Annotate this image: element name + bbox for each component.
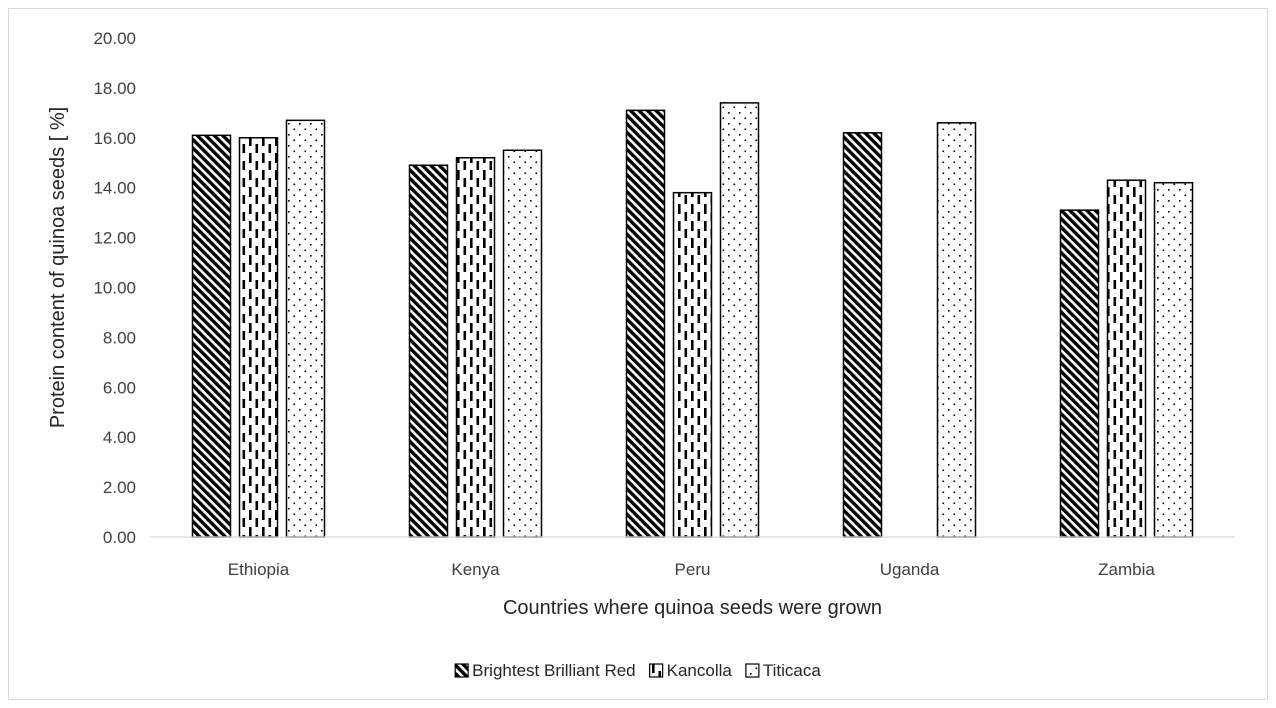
bar-ethiopia-series-1 xyxy=(191,134,232,538)
y-axis-ticks: 0.00 2.00 4.00 6.00 8.00 10.00 12.00 14.00 16.00… xyxy=(93,29,136,547)
bar-peru-series-3 xyxy=(719,102,760,538)
y-tick-label: 0.00 xyxy=(103,528,136,547)
y-tick-label: 4.00 xyxy=(103,428,136,447)
bar-peru-series-2 xyxy=(672,191,713,538)
legend: Brightest Brilliant Red Kancolla Titicaca xyxy=(454,661,821,680)
bar-kenya-series-1 xyxy=(408,164,449,538)
y-tick-label: 8.00 xyxy=(103,328,136,347)
y-tick-label: 10.00 xyxy=(93,279,136,298)
y-tick-label: 20.00 xyxy=(93,29,136,48)
x-tick-label: Zambia xyxy=(1098,560,1155,579)
y-tick-label: 2.00 xyxy=(103,478,136,497)
y-tick-label: 12.00 xyxy=(93,229,136,248)
bar-uganda-series-3 xyxy=(936,122,977,538)
bar-kenya-series-2 xyxy=(455,157,496,538)
bar-kenya-series-3 xyxy=(502,149,543,538)
x-tick-label: Peru xyxy=(675,560,711,579)
y-tick-label: 14.00 xyxy=(93,179,136,198)
x-tick-label: Ethiopia xyxy=(228,560,290,579)
bar-peru-series-1 xyxy=(625,109,666,538)
legend-swatch-3 xyxy=(745,663,760,678)
legend-label: Brightest Brilliant Red xyxy=(472,661,635,680)
y-tick-label: 16.00 xyxy=(93,129,136,148)
bar-ethiopia-series-3 xyxy=(285,119,326,538)
bar-zambia-series-2 xyxy=(1106,179,1147,538)
y-tick-label: 6.00 xyxy=(103,378,136,397)
legend-swatch-2 xyxy=(649,663,664,678)
bar-zambia-series-1 xyxy=(1059,209,1100,538)
legend-label: Kancolla xyxy=(667,661,733,680)
y-tick-label: 18.00 xyxy=(93,79,136,98)
bar-uganda-series-1 xyxy=(842,132,883,538)
y-axis-title: Protein content of quinoa seeds [ %] xyxy=(47,107,69,428)
x-tick-label: Kenya xyxy=(451,560,500,579)
x-axis-title: Countries where quinoa seeds were grown xyxy=(503,597,882,619)
bar-zambia-series-3 xyxy=(1153,181,1194,538)
x-axis-ticks: Ethiopia Kenya Peru Uganda Zambia xyxy=(228,560,1156,579)
x-tick-label: Uganda xyxy=(880,560,940,579)
legend-label: Titicaca xyxy=(763,661,821,680)
bars xyxy=(191,102,1194,538)
bar-ethiopia-series-2 xyxy=(238,137,279,538)
legend-swatch-1 xyxy=(454,663,469,678)
